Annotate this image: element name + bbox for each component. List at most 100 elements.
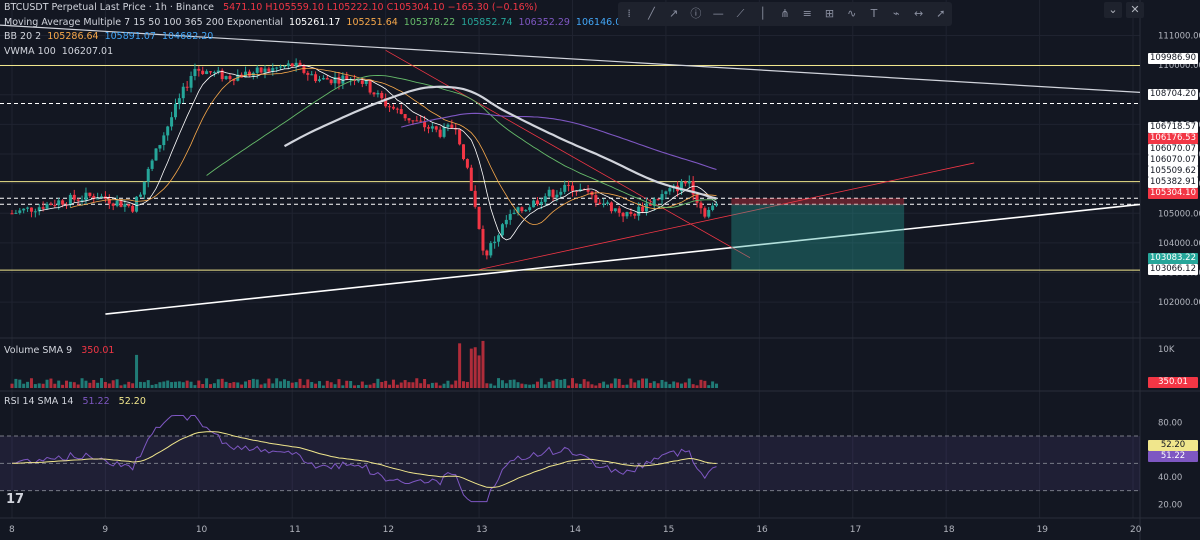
candle-body xyxy=(127,204,131,206)
volume-bar xyxy=(53,383,57,388)
candle-body xyxy=(263,68,267,73)
volume-bar xyxy=(699,379,703,388)
down-arrow-icon[interactable]: ⌄ xyxy=(1104,2,1122,18)
candle-body xyxy=(41,207,45,209)
candle-body xyxy=(380,92,384,99)
indicator-value: 105286.64 xyxy=(47,31,99,42)
candle-body xyxy=(364,80,368,84)
volume-bar xyxy=(84,380,88,388)
candle-body xyxy=(337,77,341,84)
volume-bar xyxy=(602,381,606,388)
bb-legend[interactable]: BB 20 2 105286.64 105891.07 104682.20 xyxy=(4,31,219,43)
volume-bar xyxy=(395,384,399,388)
volume-bar xyxy=(683,382,687,388)
price-label: 109986.90 xyxy=(1148,53,1198,64)
measure-icon[interactable]: ↔ xyxy=(913,7,924,20)
candle-body xyxy=(679,181,683,192)
volume-bar xyxy=(660,379,664,388)
time-tick: 10 xyxy=(196,525,208,535)
candle-body xyxy=(528,207,532,211)
candle-body xyxy=(290,63,294,67)
volume-bar xyxy=(298,378,302,388)
volume-bar xyxy=(41,383,45,388)
descending-trendline xyxy=(0,24,1141,94)
volume-bar xyxy=(644,378,648,388)
volume-bar xyxy=(672,381,676,388)
volume-bar xyxy=(271,383,275,388)
fib-retracement-icon[interactable]: ≡ xyxy=(802,7,812,20)
rsi-tick: 80.00 xyxy=(1158,418,1182,428)
candle-body xyxy=(138,194,142,197)
candle-body xyxy=(298,62,302,66)
drag-handle-icon[interactable]: ⁞ xyxy=(627,7,631,20)
symbol-title[interactable]: BTCUSDT Perpetual Last Price · 1h · Bina… xyxy=(4,2,215,13)
candle-body xyxy=(711,205,715,210)
volume-bar xyxy=(100,378,104,388)
indicator-value: 106352.29 xyxy=(518,17,570,28)
close-icon[interactable]: ✕ xyxy=(1126,2,1144,18)
price-label: 103083.22 xyxy=(1148,253,1198,264)
candle-body xyxy=(53,204,57,206)
ray-icon[interactable]: ↗ xyxy=(669,7,679,20)
candle-body xyxy=(76,199,80,201)
indicator-value: 105852.74 xyxy=(461,17,513,28)
volume-bar xyxy=(267,378,271,388)
volume-bar xyxy=(88,382,92,388)
ma-multiple-legend[interactable]: Moving Average Multiple 7 15 50 100 365 … xyxy=(4,17,633,29)
info-line-icon[interactable]: ⓘ xyxy=(690,7,702,20)
volume-bar xyxy=(520,383,524,388)
volume-bar xyxy=(302,385,306,388)
arrow-icon[interactable]: ➚ xyxy=(936,7,946,20)
pitchfork-icon[interactable]: ⋔ xyxy=(780,7,790,20)
forecast-icon[interactable]: ⌁ xyxy=(893,7,900,20)
candle-body xyxy=(314,74,318,82)
brush-icon[interactable]: ∿ xyxy=(847,7,857,20)
volume-bar xyxy=(500,380,504,388)
candle-body xyxy=(407,118,411,121)
trendline-icon[interactable]: ╱ xyxy=(648,7,655,20)
candle-body xyxy=(14,212,18,214)
candle-body xyxy=(372,92,376,95)
indicator-value: 104682.20 xyxy=(161,31,214,42)
candle-body xyxy=(197,68,201,71)
candle-body xyxy=(72,194,76,200)
volume-bar xyxy=(629,378,633,388)
candle-body xyxy=(111,203,115,206)
long-position-icon[interactable]: ⊞ xyxy=(824,7,835,20)
vwma-legend[interactable]: VWMA 100 106207.01 xyxy=(4,46,119,58)
volume-legend[interactable]: Volume SMA 9 350.01 xyxy=(4,345,120,357)
volume-bar xyxy=(423,378,427,388)
price-tick: 110000.00 xyxy=(1158,61,1200,71)
candle-body xyxy=(656,199,660,201)
volume-value: 350.01 xyxy=(81,345,115,356)
volume-bar xyxy=(403,380,407,388)
volume-bar xyxy=(49,378,53,388)
rsi-legend[interactable]: RSI 14 SMA 14 51.22 52.20 xyxy=(4,396,152,408)
volume-bar xyxy=(123,384,127,388)
candle-body xyxy=(469,167,473,191)
price-label: 106070.07 xyxy=(1148,155,1198,166)
volume-bar xyxy=(294,382,298,388)
candle-body xyxy=(286,63,290,67)
candle-body xyxy=(271,68,275,72)
candle-body xyxy=(170,117,174,127)
volume-bar xyxy=(92,379,96,388)
candle-body xyxy=(302,65,306,73)
volume-bar xyxy=(220,378,224,388)
candle-body xyxy=(279,66,283,68)
candle-body xyxy=(520,207,524,212)
candle-body xyxy=(259,67,263,73)
candle-body xyxy=(594,195,598,203)
candle-body xyxy=(446,124,450,127)
indicator-value: 106146.09 xyxy=(575,17,628,28)
candle-body xyxy=(458,129,462,145)
horizontal-line-icon[interactable]: — xyxy=(712,7,724,20)
vertical-line-icon[interactable]: │ xyxy=(759,7,767,20)
candle-body xyxy=(438,129,442,137)
volume-bar xyxy=(224,381,228,388)
extended-line-icon[interactable]: ⟋ xyxy=(736,7,745,20)
volume-bar xyxy=(648,382,652,388)
candle-body xyxy=(224,76,228,80)
text-icon[interactable]: T xyxy=(870,7,878,20)
